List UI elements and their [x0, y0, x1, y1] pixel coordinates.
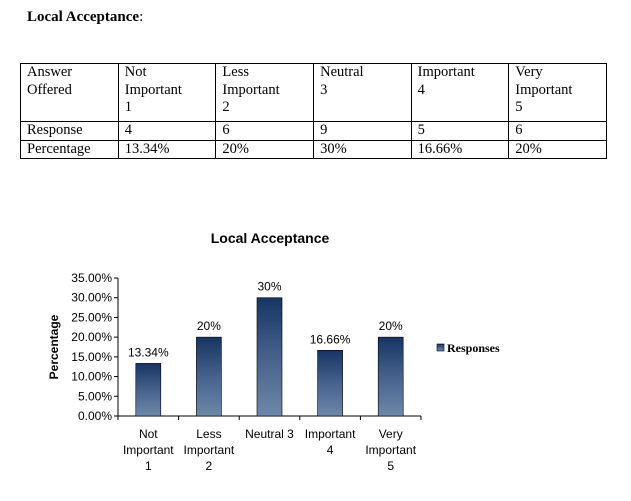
x-tick-label: Important [365, 443, 416, 457]
data-label: 16.66% [310, 332, 351, 346]
y-tick-label: 15.00% [71, 350, 112, 364]
data-label: 20% [197, 319, 221, 333]
bar [196, 336, 222, 417]
bar [377, 336, 404, 417]
data-label: 20% [379, 319, 403, 333]
y-tick-label: 0.00% [78, 409, 112, 423]
x-tick-label: 1 [145, 459, 152, 473]
bar [135, 363, 162, 417]
x-tick-label: 2 [206, 459, 213, 473]
table-cell: 13.34% [117, 139, 217, 159]
x-tick-label: Less [196, 427, 221, 441]
y-tick-label: 20.00% [71, 330, 112, 344]
heading-suffix: : [139, 9, 144, 25]
table-row-percentage: Percentage 13.34% 20% 30% 16.66% 20% [20, 139, 607, 159]
y-axis-label: Percentage [47, 314, 61, 379]
table-row-response: Response 4 6 9 5 6 [20, 121, 607, 141]
x-tick-label: 5 [387, 459, 394, 473]
header-cell: Less Important 2 [215, 63, 315, 122]
y-tick-label: 10.00% [71, 370, 112, 384]
y-tick-label: 30.00% [71, 291, 112, 305]
header-cell: Answer Offered [20, 63, 119, 122]
data-label: 13.34% [128, 345, 169, 359]
data-label: 30% [257, 280, 281, 294]
x-tick-label: Important [123, 443, 174, 457]
section-heading: Local Acceptance: [27, 9, 143, 26]
table-header-row: Answer Offered Not Important 1 Less Importan… [20, 63, 607, 122]
results-table: Answer Offered Not Important 1 Less Importan… [20, 63, 607, 159]
row-label: Response [20, 121, 119, 141]
y-tick-label: 35.00% [71, 271, 112, 285]
x-tick-label: Very [379, 427, 403, 441]
heading-title: Local Acceptance [27, 9, 140, 25]
table-cell: 4 [117, 121, 217, 141]
x-tick-label: Important [184, 443, 235, 457]
row-label: Percentage [20, 139, 119, 159]
bar [256, 297, 283, 417]
header-cell: Not Important 1 [117, 63, 217, 122]
chart-title: Local Acceptance [211, 230, 330, 246]
y-tick-label: 25.00% [71, 310, 112, 324]
x-tick-label: Important [305, 427, 356, 441]
header-cell: Very Important 5 [508, 63, 607, 122]
table-cell: 16.66% [410, 139, 510, 159]
legend-label: Responses [447, 341, 500, 355]
table-cell: 30% [313, 139, 412, 159]
x-tick-label: Neutral 3 [245, 427, 294, 441]
table-cell: 6 [508, 121, 607, 141]
table-cell: 20% [508, 139, 607, 159]
y-tick-label: 5.00% [78, 389, 112, 403]
x-tick-label: 4 [327, 443, 334, 457]
table-cell: 6 [215, 121, 315, 141]
header-cell: Neutral 3 [313, 63, 412, 122]
legend-swatch [436, 343, 445, 352]
x-tick-label: Not [139, 427, 158, 441]
bar [317, 350, 343, 417]
header-cell: Important 4 [410, 63, 510, 122]
table-cell: 20% [215, 139, 315, 159]
